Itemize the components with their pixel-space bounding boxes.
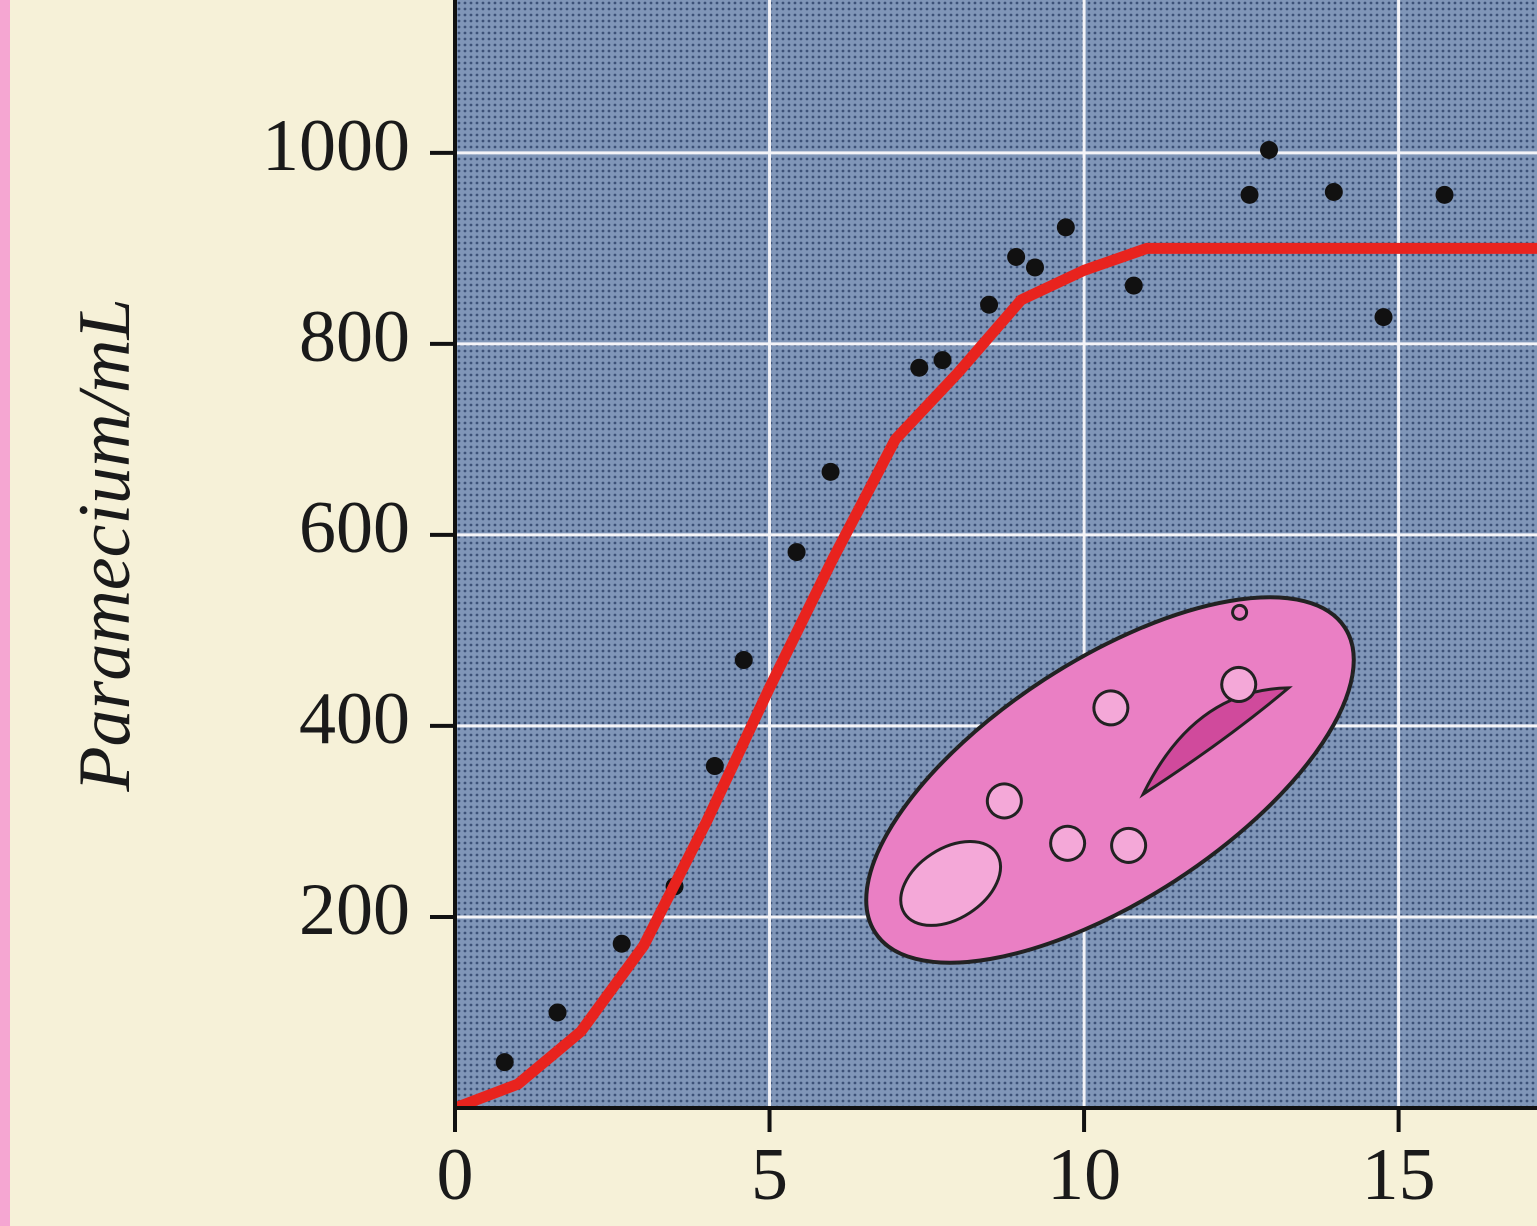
data-point bbox=[822, 463, 840, 481]
y-axis-label: Paramecium/mL bbox=[64, 298, 146, 792]
y-tick-label: 400 bbox=[299, 678, 410, 760]
data-point bbox=[1375, 308, 1393, 326]
data-point bbox=[496, 1053, 514, 1071]
data-point bbox=[910, 359, 928, 377]
data-point bbox=[980, 296, 998, 314]
x-tick-label: 15 bbox=[1362, 1134, 1436, 1216]
data-point bbox=[1057, 218, 1075, 236]
x-tick-label: 5 bbox=[751, 1134, 788, 1216]
x-tick-label: 10 bbox=[1047, 1134, 1121, 1216]
page-edge bbox=[0, 0, 10, 1226]
page: Paramecium/mL 2004006008001000051015 (()… bbox=[0, 0, 1537, 1226]
x-tick-label: 0 bbox=[437, 1134, 474, 1216]
data-point bbox=[1260, 141, 1278, 159]
data-point bbox=[706, 757, 724, 775]
data-point bbox=[788, 543, 806, 561]
data-point bbox=[1125, 277, 1143, 295]
data-point bbox=[735, 651, 753, 669]
data-point bbox=[1241, 186, 1259, 204]
data-point bbox=[1007, 248, 1025, 266]
y-tick-label: 200 bbox=[299, 869, 410, 951]
data-point bbox=[1436, 186, 1454, 204]
data-point bbox=[549, 1003, 567, 1021]
data-point bbox=[1325, 183, 1343, 201]
y-tick-label: 1000 bbox=[262, 105, 410, 187]
chart: Paramecium/mL 200 400 600 800 1000 0 5 10 15 bbox=[0, 0, 1537, 1226]
y-tick-label: 800 bbox=[299, 296, 410, 378]
data-point bbox=[613, 935, 631, 953]
data-point bbox=[1026, 258, 1044, 276]
data-point bbox=[934, 351, 952, 369]
y-tick-label: 600 bbox=[299, 487, 410, 569]
